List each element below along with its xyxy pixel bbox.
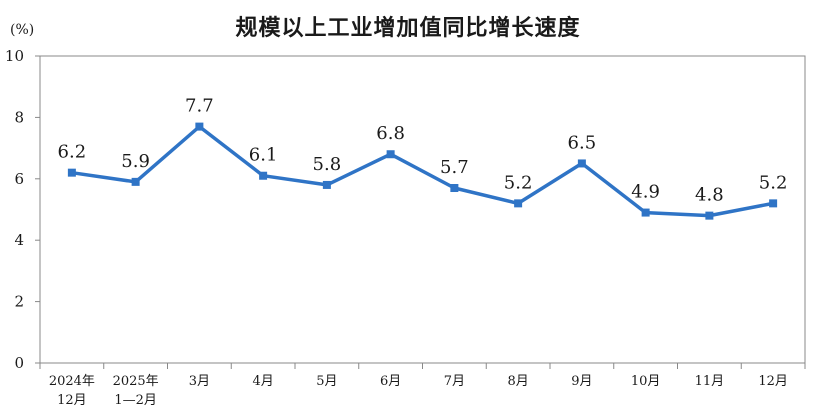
x-tick-label: 12月	[57, 393, 87, 408]
x-tick-label: 4月	[252, 374, 273, 389]
data-label: 4.9	[631, 182, 660, 203]
data-point	[450, 184, 459, 193]
chart-title: 规模以上工业增加值同比增长速度	[235, 16, 581, 41]
x-tick-label: 6月	[380, 374, 401, 389]
data-label: 4.8	[695, 185, 724, 206]
x-tick-label: 2025年	[113, 374, 159, 389]
x-tick-label: 7月	[444, 374, 465, 389]
y-tick-label: 8	[14, 108, 24, 126]
plot-frame	[39, 55, 806, 364]
y-tick-label: 0	[14, 354, 24, 372]
y-tick-label: 2	[14, 293, 24, 311]
data-point	[514, 199, 523, 208]
x-tick-label: 5月	[316, 374, 337, 389]
data-point	[131, 177, 140, 186]
x-tick-label: 11月	[695, 374, 725, 389]
data-label: 5.8	[313, 154, 342, 175]
data-point	[769, 199, 778, 208]
data-label: 6.2	[58, 142, 87, 163]
data-point	[259, 171, 268, 180]
series-line	[71, 124, 774, 218]
data-point	[577, 159, 586, 168]
x-tick-label: 10月	[631, 374, 661, 389]
data-label: 5.2	[504, 172, 533, 193]
y-axis-unit-label: (%)	[10, 22, 35, 38]
y-tick-label: 10	[5, 47, 24, 65]
data-label: 6.1	[249, 145, 278, 166]
data-label: 7.7	[185, 96, 214, 117]
data-label: 6.8	[376, 123, 405, 144]
data-label: 5.7	[440, 157, 469, 178]
data-point	[705, 211, 714, 220]
data-point	[641, 208, 650, 217]
y-tick-label: 4	[14, 231, 24, 249]
x-tick-label: 2024年	[49, 374, 95, 389]
x-tick-label: 12月	[758, 374, 788, 389]
data-point	[195, 122, 204, 131]
data-label: 6.5	[568, 132, 597, 153]
data-point	[67, 168, 76, 177]
data-point	[386, 150, 395, 159]
data-point	[322, 180, 331, 189]
data-label: 5.9	[121, 151, 150, 172]
x-tick-label: 3月	[189, 374, 210, 389]
x-tick-label: 8月	[507, 374, 528, 389]
x-tick-label: 9月	[571, 374, 592, 389]
y-tick-label: 6	[14, 170, 24, 188]
data-label: 5.2	[759, 172, 788, 193]
x-tick-label: 1—2月	[114, 393, 157, 408]
